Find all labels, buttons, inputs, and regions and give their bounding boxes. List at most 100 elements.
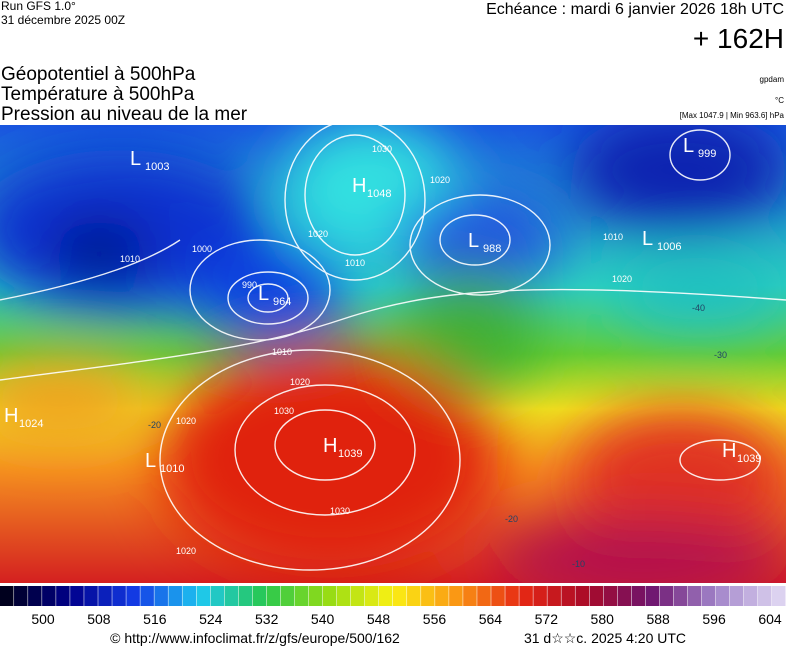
lead-time: + 162H (693, 23, 784, 54)
colorbar-swatch (266, 586, 281, 606)
contour-label: 1020 (430, 175, 450, 185)
colorbar-swatch (126, 586, 140, 606)
colorbar-swatch (477, 586, 491, 606)
colorbar-swatch (617, 586, 632, 606)
colorbar-swatch (70, 586, 84, 606)
pressure-center-letter: H (4, 405, 18, 427)
colorbar-swatch (561, 586, 575, 606)
colorbar-label: 556 (423, 611, 447, 627)
contour-label: 1030 (274, 406, 294, 416)
pressure-center-letter: L (258, 283, 269, 305)
contour-label: 1000 (192, 244, 212, 254)
pressure-center-letter: H (323, 435, 337, 457)
colorbar-swatch (463, 586, 477, 606)
colorbar-swatch (364, 586, 379, 606)
colorbar-swatch (308, 586, 323, 606)
colorbar-swatch (154, 586, 168, 606)
contour-label: 990 (242, 280, 257, 290)
colorbar-label: 548 (367, 611, 391, 627)
colorbar-swatch (575, 586, 589, 606)
pressure-center-value: 1003 (145, 161, 169, 173)
source-link[interactable]: © http://www.infoclimat.fr/z/gfs/europe/… (110, 630, 400, 646)
colorbar-label: 572 (535, 611, 559, 627)
colorbar-label: 540 (311, 611, 335, 627)
unit-label: [Max 1047.9 | Min 963.6] hPa (680, 111, 785, 120)
contour-label: 1010 (603, 232, 623, 242)
contour-label: 1030 (330, 506, 350, 516)
field-label: Géopotentiel à 500hPa (1, 64, 196, 85)
colorbar-label: 508 (87, 611, 111, 627)
pressure-center-letter: L (130, 148, 141, 170)
colorbar-swatch (84, 586, 98, 606)
pressure-center-letter: H (352, 175, 366, 197)
colorbar-swatch (196, 586, 211, 606)
colorbar-swatch (182, 586, 196, 606)
colorbar-swatch (224, 586, 239, 606)
contour-label: 1010 (345, 258, 365, 268)
contour-label: -20 (505, 514, 518, 524)
colorbar-swatch (435, 586, 449, 606)
colorbar-label: 516 (143, 611, 167, 627)
contour-label: -30 (714, 350, 727, 360)
colorbar-swatch (252, 586, 267, 606)
colorbar-swatch (280, 586, 295, 606)
pressure-center-letter: L (642, 228, 653, 250)
run-date: 31 décembre 2025 00Z (1, 13, 125, 27)
colorbar-swatch (603, 586, 618, 606)
colorbar-swatch (210, 586, 225, 606)
map-field (0, 125, 786, 583)
colorbar-swatch (98, 586, 112, 606)
colorbar-swatch (449, 586, 463, 606)
colorbar-swatch (14, 586, 28, 606)
colorbar-swatch (168, 586, 182, 606)
contour-label: 1020 (176, 416, 196, 426)
colorbar-swatch (393, 586, 407, 606)
pressure-center-value: 1024 (19, 418, 43, 430)
pressure-center-value: 999 (698, 148, 716, 160)
colorbar-swatch (491, 586, 505, 606)
colorbar-swatch (112, 586, 126, 606)
field-label: Pression au niveau de la mer (1, 104, 248, 125)
colorbar-label: 500 (31, 611, 55, 627)
colorbar-swatch (631, 586, 646, 606)
colorbar-swatch (729, 586, 744, 606)
unit-label: °C (775, 96, 784, 105)
pressure-center-value: 964 (273, 296, 291, 308)
colorbar-swatch (350, 586, 365, 606)
pressure-center-letter: L (145, 450, 156, 472)
colorbar-swatch (547, 586, 561, 606)
colorbar-swatch (715, 586, 730, 606)
contour-label: 1020 (612, 274, 632, 284)
colorbar-swatch (645, 586, 660, 606)
pressure-center-letter: H (722, 440, 736, 462)
colorbar-swatch (322, 586, 337, 606)
colorbar-swatch (56, 586, 70, 606)
colorbar-swatch (519, 586, 533, 606)
colorbar-swatch (757, 586, 772, 606)
pressure-center-value: 1010 (160, 463, 184, 475)
colorbar-swatch (673, 586, 688, 606)
pressure-center-value: 1048 (367, 188, 391, 200)
valid-time: Echéance : mardi 6 janvier 2026 18h UTC (486, 1, 784, 18)
colorbar-swatch (589, 586, 604, 606)
colorbar-swatch (701, 586, 716, 606)
colorbar-label: 596 (702, 611, 726, 627)
contour-label: 1020 (290, 377, 310, 387)
contour-label: -10 (572, 559, 585, 569)
field-label: Température à 500hPa (1, 84, 195, 105)
colorbar-swatch (407, 586, 421, 606)
colorbar-swatch (659, 586, 674, 606)
colorbar-swatch (42, 586, 56, 606)
pressure-center-letter: L (683, 135, 694, 157)
colorbar-swatch (771, 586, 786, 606)
colorbar-label: 580 (591, 611, 615, 627)
pressure-center-letter: L (468, 230, 479, 252)
unit-label: gpdam (760, 75, 785, 84)
contour-label: -40 (692, 303, 705, 313)
colorbar-label: 524 (199, 611, 223, 627)
colorbar-label: 588 (646, 611, 670, 627)
colorbar-swatch (140, 586, 154, 606)
contour-label: 1010 (272, 347, 292, 357)
colorbar-swatch (743, 586, 758, 606)
colorbar-swatch (28, 586, 42, 606)
